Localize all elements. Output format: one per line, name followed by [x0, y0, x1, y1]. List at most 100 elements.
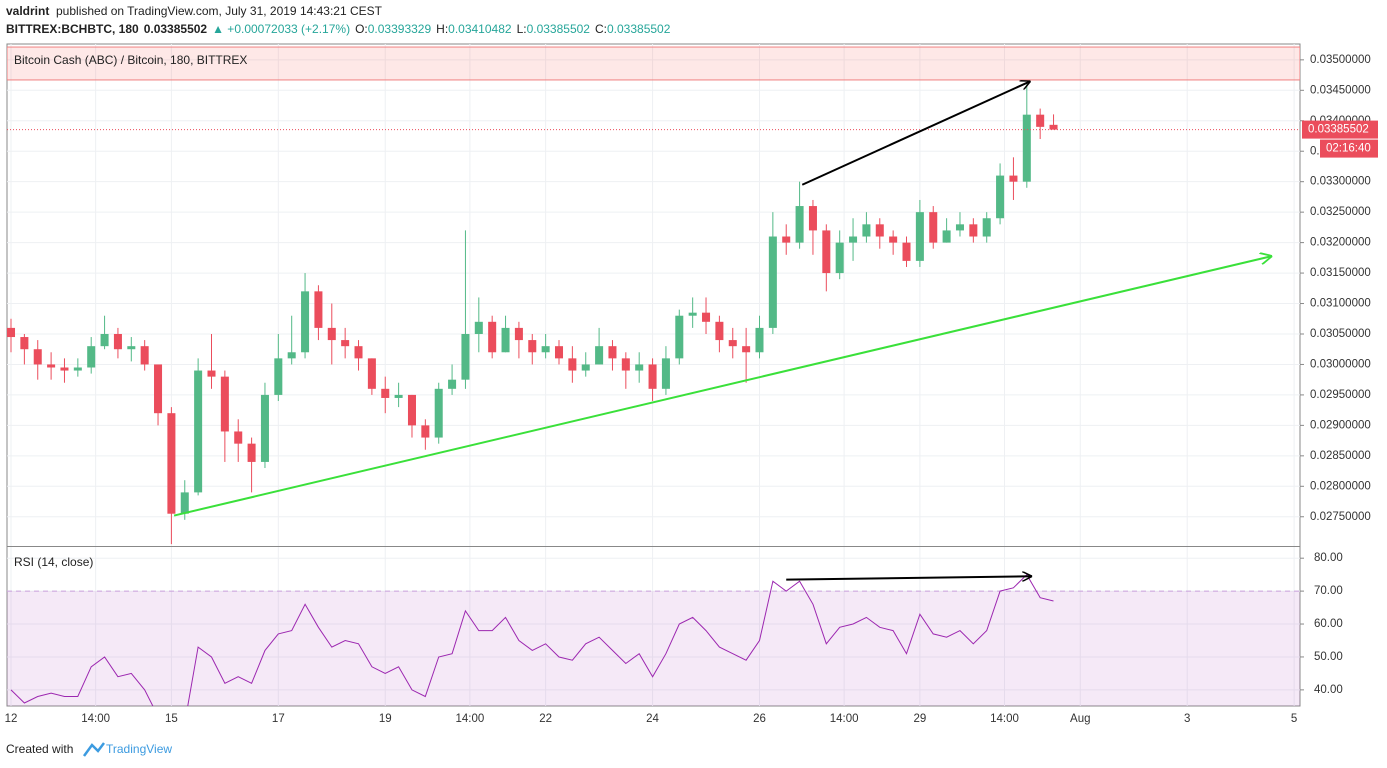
quote-line: BITTREX:BCHBTC, 180 0.03385502 ▲ +0.000720… [6, 22, 671, 36]
candle-body [113, 333, 122, 350]
candle-body [301, 291, 310, 353]
candle-body [87, 346, 96, 368]
candle-body [661, 358, 670, 389]
candle-body [635, 364, 644, 371]
candle-body [849, 236, 858, 243]
candle-body [875, 224, 884, 237]
candle-body [808, 206, 817, 231]
candle-body [742, 346, 751, 353]
footer-brand: TradingView [106, 742, 172, 756]
candle-body [688, 312, 697, 316]
resistance-zone [7, 46, 1300, 81]
candle-body [768, 236, 777, 328]
y-tick-label: 0.02800000 [1310, 480, 1371, 492]
candle-body [996, 175, 1005, 219]
candle-body [247, 443, 256, 462]
countdown-label: 02:16:40 [1326, 143, 1371, 155]
candle-body [902, 242, 911, 261]
candle-body [234, 431, 243, 444]
x-tick-label: 29 [913, 713, 926, 725]
candle-body [140, 346, 149, 365]
candle-body [220, 376, 229, 432]
y-tick-label: 0.03000000 [1310, 358, 1371, 370]
x-tick-label: 14:00 [455, 713, 484, 725]
candle-body [20, 337, 29, 350]
quote-item: C: [595, 22, 607, 36]
candle-body [314, 291, 323, 328]
footer-text: Created with [6, 742, 73, 756]
x-tick-label: Aug [1070, 713, 1090, 725]
countdown-tag [1320, 139, 1378, 158]
candle-body [541, 346, 550, 353]
rsi-band [7, 591, 1300, 706]
rsi-line [10, 573, 1054, 706]
candle-body [381, 388, 390, 398]
candle-body [514, 327, 523, 341]
candle-body [394, 394, 403, 398]
x-tick-label: 14:00 [990, 713, 1019, 725]
x-tick-label: 12 [5, 713, 18, 725]
rsi-legend: RSI (14, close) [14, 555, 93, 569]
y-tick-label: 0.03500000 [1310, 54, 1371, 66]
candle-body [167, 413, 176, 514]
y-tick-label: 0.03100000 [1310, 298, 1371, 310]
y-tick-label: 80.00 [1314, 552, 1343, 564]
candle-body [407, 394, 416, 426]
brand-logo [82, 742, 105, 757]
quote-item: 0.03385502 [527, 22, 591, 36]
price-pane [7, 44, 1300, 546]
x-tick-label: 14:00 [830, 713, 859, 725]
published: published on TradingView.com, July 31, 2… [56, 4, 383, 18]
quote-item: 0.03410482 [448, 22, 512, 36]
candle-body [595, 346, 604, 365]
candle-body [180, 492, 189, 514]
candle-body [1036, 114, 1045, 127]
candle-body [822, 230, 831, 274]
candle-body [1009, 175, 1018, 182]
candle-body [889, 236, 898, 243]
y-tick-label: 50.00 [1314, 651, 1343, 663]
candle-body [47, 364, 56, 368]
candle-body [127, 346, 136, 350]
candle-body [1022, 114, 1031, 182]
candle-body [287, 352, 296, 359]
candle-body [969, 224, 978, 237]
candle-body [7, 327, 16, 338]
candle-body [354, 346, 363, 359]
quote-item: 0.03385502 [607, 22, 671, 36]
candle-body [648, 364, 657, 389]
candle-body [488, 321, 497, 353]
candle-body [942, 230, 951, 243]
quote-item: L: [517, 22, 527, 36]
candle-body [982, 218, 991, 237]
price-legend: Bitcoin Cash (ABC) / Bitcoin, 180, BITTR… [14, 53, 247, 67]
price-tag-label: 0.03385502 [1308, 124, 1369, 136]
y-tick-label: 0.03450000 [1310, 84, 1371, 96]
candle-body [33, 349, 42, 365]
candle-body [73, 367, 82, 371]
y-tick-label: 40.00 [1314, 684, 1343, 696]
candle-body [327, 327, 336, 341]
candle-body [154, 364, 163, 414]
x-tick-label: 24 [646, 713, 659, 725]
candle-body [461, 333, 470, 380]
candle-body [835, 242, 844, 274]
candle-body [702, 312, 711, 322]
candle-body [581, 364, 590, 371]
candle-body [528, 340, 537, 353]
x-tick-label: 3 [1184, 713, 1190, 725]
candle-body [755, 327, 764, 353]
candle-body [448, 379, 457, 389]
quote-item: O: [355, 22, 368, 36]
quote-item: ▲ +0.00072033 (+2.17%) [212, 22, 350, 36]
rsi-pane [7, 547, 1300, 706]
candle-body [554, 346, 564, 359]
price-tag [1302, 120, 1378, 139]
x-tick-label: 17 [272, 713, 285, 725]
x-tick-label: 14:00 [81, 713, 110, 725]
candle-body [715, 321, 724, 341]
quote-item: 0.03393329 [368, 22, 432, 36]
candle-body [915, 212, 924, 261]
candle-body [434, 388, 443, 438]
